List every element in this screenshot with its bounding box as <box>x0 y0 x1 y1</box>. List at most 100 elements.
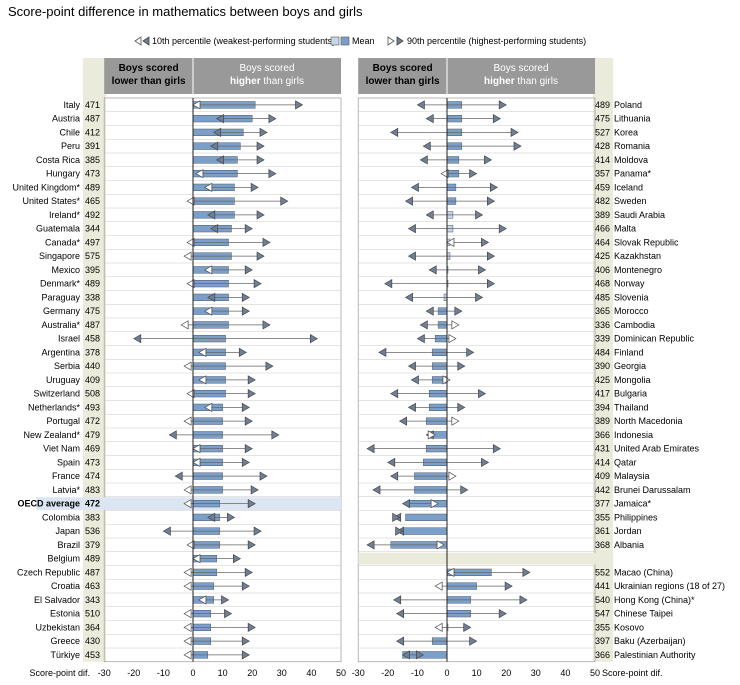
country-label-baku-azerbaijan: Baku (Azerbaijan) <box>614 636 686 646</box>
p90-marker-georgia <box>457 361 466 371</box>
p10-marker-peru <box>210 141 219 151</box>
country-label-guatemala: Guatemala <box>36 224 80 234</box>
p10-marker-hungary <box>195 169 204 179</box>
country-label-north-macedonia: North Macedonia <box>614 416 683 426</box>
p90-marker-ukrainian-regions-18-of-27 <box>504 581 513 591</box>
score-value-hong-kong-china: 540 <box>595 595 610 605</box>
country-label-latvia: Latvia* <box>52 485 80 495</box>
score-value-sweden: 482 <box>595 196 610 206</box>
left-header-higher-line1: Boys scored <box>239 63 294 74</box>
p10-marker-australia <box>180 320 189 330</box>
score-value-hungary: 473 <box>85 169 100 179</box>
legend-mean-light-swatch <box>330 36 340 46</box>
p10-marker-portugal <box>183 416 192 426</box>
p90-marker-jamaica <box>430 499 439 509</box>
p90-marker-uruguay <box>247 375 256 385</box>
right-x-axis: -30 -20 -10 0 10 20 30 40 50 Score-point dif. <box>352 668 663 678</box>
p90-marker-oecd-average <box>247 499 256 509</box>
score-value-paraguay: 338 <box>85 292 100 302</box>
country-label-hungary: Hungary <box>46 169 81 179</box>
legend-p90-filled-arrow-icon <box>396 36 404 46</box>
p90-marker-netherlands <box>241 402 250 412</box>
country-label-philippines: Philippines <box>614 512 658 522</box>
country-label-romania: Romania <box>614 141 650 151</box>
country-label-slovenia: Slovenia <box>614 292 649 302</box>
p90-marker-costa-rica <box>256 155 265 165</box>
p90-marker-dominican-republic <box>448 334 457 344</box>
country-label-oecd-average: OECD average <box>17 499 80 509</box>
country-label-croatia: Croatia <box>51 581 80 591</box>
p90-marker-malta <box>498 224 507 234</box>
country-label-mexico: Mexico <box>51 265 80 275</box>
score-value-poland: 489 <box>595 100 610 110</box>
p10-marker-hong-kong-china <box>393 595 402 605</box>
p90-marker-hungary <box>268 169 277 179</box>
score-value-brunei-darussalam: 442 <box>595 485 610 495</box>
country-label-belgium: Belgium <box>47 554 80 564</box>
p90-marker-thailand <box>457 402 466 412</box>
country-label-australia: Australia* <box>41 320 80 330</box>
p10-marker-paraguay <box>207 292 216 302</box>
p90-marker-poland <box>498 100 507 110</box>
country-label-albania: Albania <box>614 540 644 550</box>
score-value-portugal: 472 <box>85 416 100 426</box>
score-value-qatar: 414 <box>595 457 610 467</box>
score-value-saudi-arabia: 389 <box>595 210 610 220</box>
country-label-brazil: Brazil <box>57 540 80 550</box>
country-label-united-kingdom: United Kingdom* <box>12 182 80 192</box>
p90-marker-united-states <box>280 196 289 206</box>
x-tick-left-40: 40 <box>306 668 316 678</box>
p90-marker-chile <box>259 127 268 137</box>
p90-marker-mexico <box>244 265 253 275</box>
score-value-kosovo: 355 <box>595 622 610 632</box>
score-value-finland: 484 <box>595 347 610 357</box>
x-tick-left-30: -30 <box>98 668 111 678</box>
score-value-albania: 368 <box>595 540 610 550</box>
score-value-romania: 428 <box>595 141 610 151</box>
p90-marker-peru <box>256 141 265 151</box>
score-value-el-salvador: 343 <box>85 595 100 605</box>
left-header-higher-line2: higher than girls <box>230 76 304 87</box>
left-plot-frame <box>103 97 342 663</box>
p10-marker-montenegro <box>428 265 437 275</box>
score-value-brazil: 379 <box>85 540 100 550</box>
right-header-lower-line1: Boys scored <box>373 63 433 74</box>
right-header-lower-line2: lower than girls <box>366 76 440 87</box>
country-label-indonesia: Indonesia <box>614 430 653 440</box>
group-gap <box>358 552 613 565</box>
country-label-spain: Spain <box>57 457 80 467</box>
score-value-colombia: 383 <box>85 512 100 522</box>
p90-marker-malaysia <box>448 471 457 481</box>
p10-marker-baku-azerbaijan <box>395 636 405 646</box>
country-label-malta: Malta <box>614 224 636 234</box>
score-value-germany: 475 <box>85 306 100 316</box>
p10-marker-el-salvador <box>198 595 207 605</box>
p10-marker-kazakhstan <box>407 251 416 261</box>
country-label-paraguay: Paraguay <box>41 292 80 302</box>
p10-marker-palestinian-authority <box>401 650 410 660</box>
p90-marker-jordan <box>395 526 404 536</box>
p90-marker-canada <box>262 237 271 247</box>
p90-marker-switzerland <box>247 389 256 399</box>
p10-marker-colombia <box>207 512 216 522</box>
score-value-chinese-taipei: 547 <box>595 609 610 619</box>
country-label-serbia: Serbia <box>54 361 80 371</box>
p90-marker-lithuania <box>492 114 501 124</box>
p90-marker-montenegro <box>478 265 487 275</box>
score-value-t-rkiye: 453 <box>85 650 100 660</box>
p10-marker-greece <box>183 636 192 646</box>
p10-marker-morocco <box>425 306 434 316</box>
score-value-thailand: 394 <box>595 402 610 412</box>
mean-bar-jordan <box>402 527 448 535</box>
country-label-austria: Austria <box>52 114 80 124</box>
country-label-germany: Germany <box>43 306 81 316</box>
p10-marker-lithuania <box>425 114 434 124</box>
country-label-slovak-republic: Slovak Republic <box>614 237 679 247</box>
p90-marker-panama <box>469 169 478 179</box>
p90-marker-israel <box>309 334 319 344</box>
p10-marker-united-arab-emirates <box>366 444 375 454</box>
p90-marker-kazakhstan <box>487 251 496 261</box>
score-value-austria: 487 <box>85 114 100 124</box>
right-x-axis-label: Score-point dif. <box>602 668 663 678</box>
